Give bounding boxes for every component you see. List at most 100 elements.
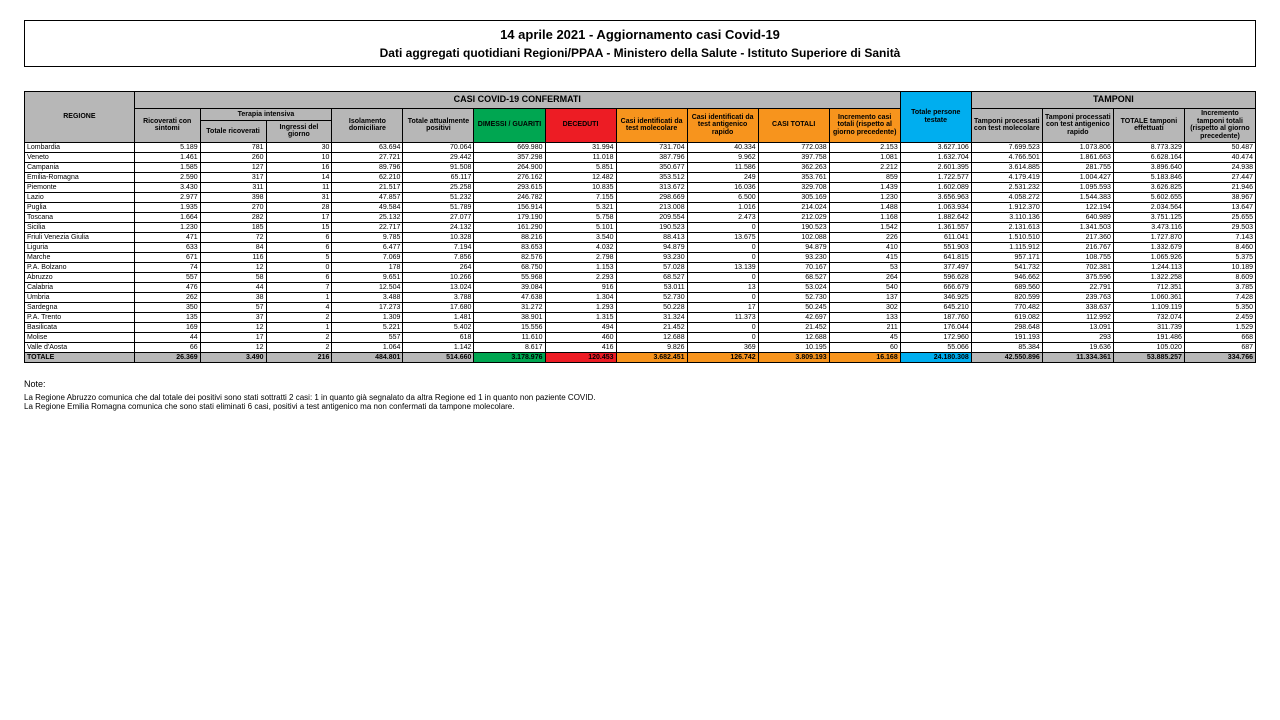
table-row: Sardegna35057417.27317.68031.2721.29350.… [25,302,1256,312]
value-cell: 4.032 [545,242,616,252]
value-cell: 416 [545,342,616,352]
value-cell: 83.653 [474,242,545,252]
table-row: Veneto1.4612601027.72129.442357.29811.01… [25,152,1256,162]
value-cell: 946.662 [971,272,1042,282]
value-cell: 3.896.640 [1113,162,1184,172]
value-cell: 239.763 [1042,292,1113,302]
value-cell: 191.486 [1113,332,1184,342]
value-cell: 53 [829,262,900,272]
value-cell: 31 [266,192,332,202]
value-cell: 135 [134,312,200,322]
value-cell: 249 [687,172,758,182]
region-cell: Molise [25,332,135,342]
value-cell: 8.617 [474,342,545,352]
table-row: Puglia1.9352702849.58451.789156.9145.321… [25,202,1256,212]
value-cell: 108.755 [1042,252,1113,262]
value-cell: 471 [134,232,200,242]
value-cell: 264 [829,272,900,282]
value-cell: 640.989 [1042,212,1113,222]
value-cell: 1.882.642 [900,212,971,222]
value-cell: 60 [829,342,900,352]
value-cell: 1.016 [687,202,758,212]
value-cell: 5.183.846 [1113,172,1184,182]
value-cell: 2.601.395 [900,162,971,172]
value-cell: 1.073.806 [1042,142,1113,152]
table-row: Toscana1.6642821725.13227.077179.1905.75… [25,212,1256,222]
th-incremento-casi: Incremento casi totali (rispetto al gior… [829,108,900,142]
value-cell: 38 [200,292,266,302]
value-cell: 68.527 [758,272,829,282]
th-casi-molecolare: Casi identificati da test molecolare [616,108,687,142]
value-cell: 645.210 [900,302,971,312]
region-cell: Calabria [25,282,135,292]
notes-section: Note: La Regione Abruzzo comunica che da… [24,379,1256,411]
value-cell: 12.688 [758,332,829,342]
total-value-cell: 3.178.976 [474,352,545,362]
value-cell: 62.210 [332,172,403,182]
value-cell: 2.153 [829,142,900,152]
total-value-cell: 26.369 [134,352,200,362]
th-totale-ricoverati: Totale ricoverati [200,121,266,142]
region-cell: P.A. Bolzano [25,262,135,272]
th-regione: REGIONE [25,92,135,143]
value-cell: 9.651 [332,272,403,282]
value-cell: 17 [687,302,758,312]
table-row: Piemonte3.4303111121.51725.258293.61510.… [25,182,1256,192]
value-cell: 2.459 [1184,312,1255,322]
value-cell: 10.189 [1184,262,1255,272]
value-cell: 1.488 [829,202,900,212]
value-cell: 169 [134,322,200,332]
value-cell: 24.938 [1184,162,1255,172]
value-cell: 3.110.136 [971,212,1042,222]
value-cell: 88.413 [616,232,687,242]
value-cell: 1.544.383 [1042,192,1113,202]
value-cell: 1.142 [403,342,474,352]
value-cell: 305.169 [758,192,829,202]
value-cell: 10.328 [403,232,474,242]
value-cell: 3.473.116 [1113,222,1184,232]
value-cell: 8.460 [1184,242,1255,252]
th-totale-tamponi: TOTALE tamponi effettuati [1113,108,1184,142]
value-cell: 397.758 [758,152,829,162]
value-cell: 44 [134,332,200,342]
value-cell: 298.648 [971,322,1042,332]
value-cell: 702.381 [1042,262,1113,272]
value-cell: 377.497 [900,262,971,272]
value-cell: 137 [829,292,900,302]
value-cell: 262 [134,292,200,302]
value-cell: 1.322.258 [1113,272,1184,282]
th-incremento-tamponi: Incremento tamponi totali (rispetto al g… [1184,108,1255,142]
value-cell: 772.038 [758,142,829,152]
value-cell: 94.879 [616,242,687,252]
value-cell: 156.914 [474,202,545,212]
value-cell: 3.788 [403,292,474,302]
value-cell: 191.193 [971,332,1042,342]
value-cell: 39.084 [474,282,545,292]
value-cell: 1.510.510 [971,232,1042,242]
region-cell: Veneto [25,152,135,162]
value-cell: 1.115.912 [971,242,1042,252]
value-cell: 51.789 [403,202,474,212]
value-cell: 9.785 [332,232,403,242]
table-head: REGIONE CASI COVID-19 CONFERMATI Totale … [25,92,1256,143]
value-cell: 7.428 [1184,292,1255,302]
value-cell: 214.024 [758,202,829,212]
value-cell: 0 [266,262,332,272]
value-cell: 1.230 [829,192,900,202]
total-value-cell: 3.809.193 [758,352,829,362]
total-label: TOTALE [25,352,135,362]
value-cell: 7.699.523 [971,142,1042,152]
value-cell: 1.341.503 [1042,222,1113,232]
value-cell: 781 [200,142,266,152]
value-cell: 264.900 [474,162,545,172]
region-cell: Liguria [25,242,135,252]
value-cell: 5.221 [332,322,403,332]
value-cell: 687 [1184,342,1255,352]
region-cell: Sardegna [25,302,135,312]
value-cell: 264 [403,262,474,272]
total-row: TOTALE26.3693.490216484.801514.6603.178.… [25,352,1256,362]
value-cell: 1.664 [134,212,200,222]
value-cell: 2.798 [545,252,616,262]
value-cell: 2 [266,332,332,342]
value-cell: 3.430 [134,182,200,192]
